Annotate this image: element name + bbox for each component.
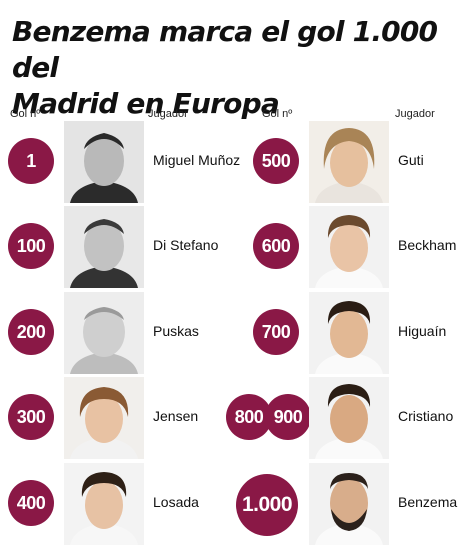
goal-badges: 100 <box>8 223 54 269</box>
entry-left-1: 1 Miguel Muñoz <box>8 121 240 203</box>
goal-badges: 1 <box>8 138 54 184</box>
left-player-header: Jugador <box>148 108 188 120</box>
headline-line-1: Benzema marca el gol 1.000 del <box>12 15 438 84</box>
goal-number-badge: 200 <box>8 309 54 355</box>
entry-right-4: 800 900 Cristiano <box>226 377 474 459</box>
goal-number-badge: 900 <box>265 394 311 440</box>
entry-left-4: 300 Jensen <box>8 377 234 459</box>
right-player-header: Jugador <box>395 108 435 120</box>
headline-line-2: Madrid en Europa <box>12 87 280 120</box>
goal-number-badge: 800 <box>226 394 272 440</box>
right-goal-header: Gol nº <box>262 108 293 120</box>
goal-number-badge: 600 <box>253 223 299 269</box>
goal-badges: 300 <box>8 394 54 440</box>
entry-left-2: 100 Di Stefano <box>8 206 234 288</box>
entry-right-2: 600 Beckham <box>253 206 474 288</box>
player-name: Benzema <box>398 494 458 510</box>
player-photo <box>64 121 144 203</box>
player-photo <box>64 377 144 459</box>
player-photo <box>64 206 144 288</box>
goal-badges: 400 <box>8 480 54 526</box>
goal-number-badge: 400 <box>8 480 54 526</box>
player-photo <box>309 463 389 545</box>
player-name: Guti <box>398 152 424 168</box>
player-photo <box>309 206 389 288</box>
player-photo <box>309 121 389 203</box>
headline: Benzema marca el gol 1.000 del Madrid en… <box>12 14 467 122</box>
goal-number-badge: 1 <box>8 138 54 184</box>
goal-number-badge: 500 <box>253 138 299 184</box>
goal-number-badge: 1.000 <box>236 474 298 536</box>
entry-right-3: 700 Higuaín <box>253 292 474 374</box>
goal-badges: 600 <box>253 223 299 269</box>
player-name: Di Stefano <box>153 237 219 253</box>
entry-left-5: 400 Losada <box>8 463 234 545</box>
player-photo <box>64 463 144 545</box>
goal-badges: 700 <box>253 309 299 355</box>
player-name: Puskas <box>153 323 199 339</box>
entry-left-3: 200 Puskas <box>8 292 234 374</box>
player-name: Beckham <box>398 237 457 253</box>
goal-badges: 1.000 <box>236 474 298 536</box>
goal-badges: 200 <box>8 309 54 355</box>
entry-right-1: 500 Guti <box>253 121 474 203</box>
player-name: Miguel Muñoz <box>153 152 241 168</box>
goal-badges: 800 900 <box>226 394 311 440</box>
goal-badges: 500 <box>253 138 299 184</box>
goal-number-badge: 300 <box>8 394 54 440</box>
player-name: Losada <box>153 494 199 510</box>
player-photo <box>64 292 144 374</box>
player-name: Jensen <box>153 408 199 424</box>
player-photo <box>309 292 389 374</box>
goal-number-badge: 100 <box>8 223 54 269</box>
entry-right-5: 1.000 Benzema <box>236 463 474 545</box>
player-photo <box>309 377 389 459</box>
goal-number-badge: 700 <box>253 309 299 355</box>
player-name: Higuaín <box>398 323 447 339</box>
player-name: Cristiano <box>398 408 454 424</box>
left-goal-header: Gol nº <box>10 108 41 120</box>
